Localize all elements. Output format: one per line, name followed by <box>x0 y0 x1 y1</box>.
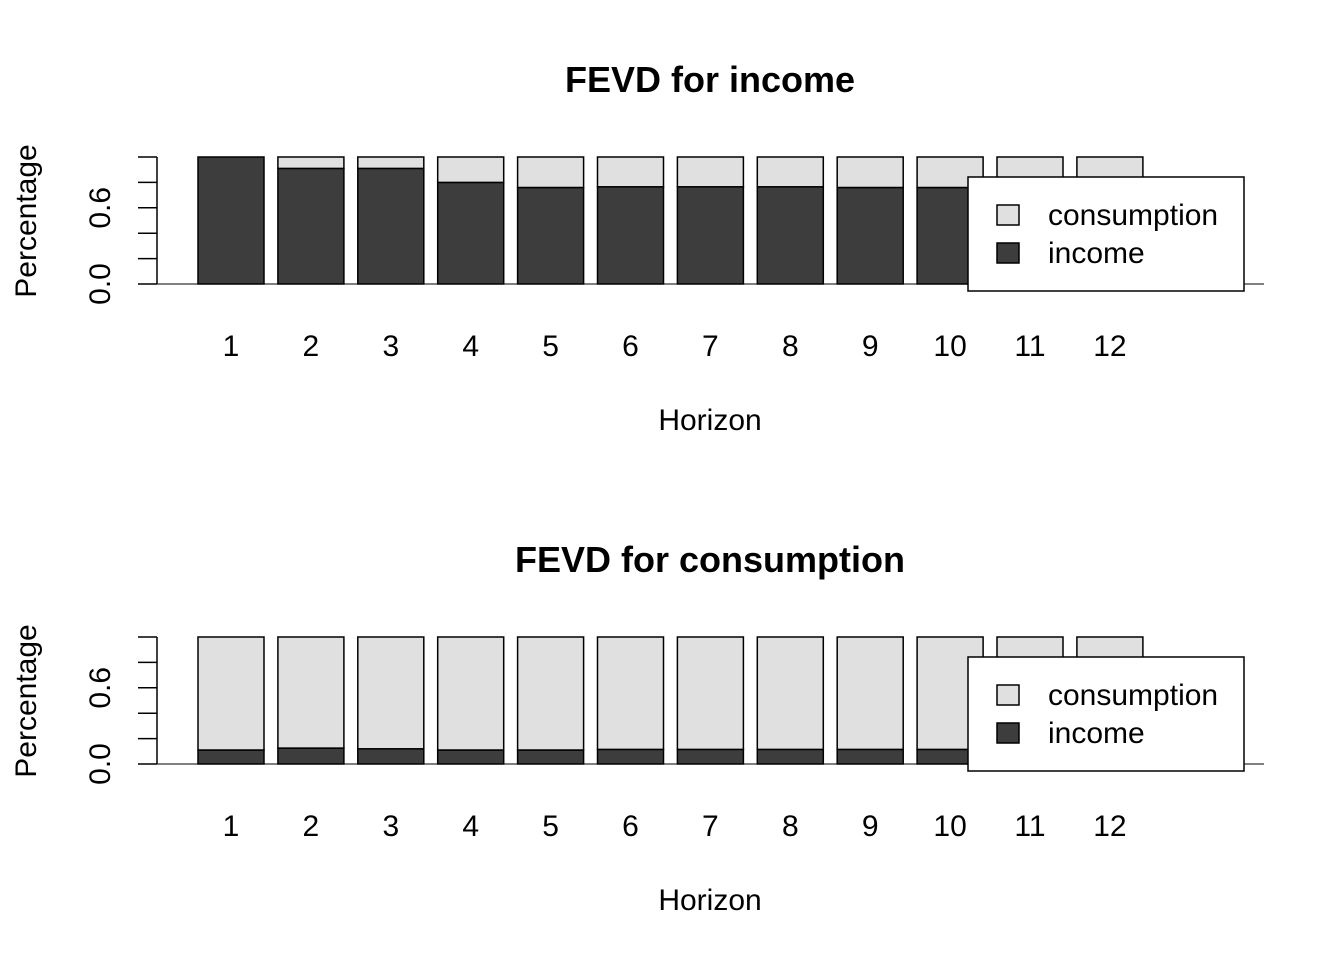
bar-consumption-5 <box>516 156 585 189</box>
x-tick-label: 9 <box>862 330 879 363</box>
bar-consumption-8 <box>756 636 825 751</box>
bar-consumption-3 <box>357 636 425 750</box>
x-tick-label: 6 <box>622 330 639 363</box>
x-tick-label: 1 <box>223 330 240 363</box>
x-tick-label: 3 <box>382 810 399 843</box>
bar-income-6 <box>596 748 665 765</box>
legend-label-income: income <box>1048 717 1145 750</box>
bar-income-9 <box>836 748 904 765</box>
x-tick-label: 4 <box>462 810 479 843</box>
bar-consumption-2 <box>277 156 345 170</box>
y-tick-label: 0.6 <box>84 667 117 709</box>
x-tick-label: 11 <box>1014 810 1045 843</box>
bar-consumption-4 <box>436 156 505 184</box>
bar-consumption-9 <box>836 636 904 751</box>
y-axis-consumption: 0.0 0.6 <box>84 636 158 785</box>
x-tick-label: 8 <box>782 330 799 363</box>
bar-income-8 <box>756 748 825 765</box>
bar-consumption-3 <box>357 156 425 170</box>
bar-income-3 <box>357 748 425 765</box>
bar-consumption-6 <box>596 636 665 751</box>
chart-title-consumption: FEVD for consumption <box>515 539 905 580</box>
bar-consumption-5 <box>516 636 585 751</box>
x-tick-label: 7 <box>702 810 719 843</box>
legend-box <box>967 656 1245 772</box>
y-axis-income: 0.0 0.6 <box>84 156 158 305</box>
x-tick-label: 11 <box>1014 330 1045 363</box>
bar-income-1 <box>197 749 265 765</box>
x-tick-label: 7 <box>702 330 719 363</box>
legend-income: consumption income <box>967 176 1245 292</box>
bar-consumption-1 <box>197 636 265 751</box>
x-tick-label: 6 <box>622 810 639 843</box>
bar-income-2 <box>277 747 345 765</box>
bar-consumption-9 <box>836 156 904 189</box>
bars-income <box>157 156 1264 285</box>
legend-swatch-income <box>996 242 1020 264</box>
legend-box <box>967 176 1245 292</box>
fevd-income-panel: FEVD for income Percentage Horizon 0.00.… <box>10 59 1264 437</box>
y-axis-label-income: Percentage <box>10 144 43 297</box>
x-tick-label: 5 <box>542 330 559 363</box>
bar-consumption-6 <box>596 156 665 188</box>
x-axis-label-consumption: Horizon <box>658 884 761 917</box>
x-tick-label: 4 <box>462 330 479 363</box>
y-tick-label: 0.0 <box>84 743 117 785</box>
y-tick-label: 0.6 <box>84 187 117 229</box>
x-tick-label: 2 <box>303 810 320 843</box>
bar-income-7 <box>676 186 745 285</box>
x-tick-label: 5 <box>542 810 559 843</box>
bar-consumption-7 <box>676 636 745 751</box>
legend-label-consumption: consumption <box>1048 199 1218 232</box>
x-ticks-consumption: 1 2 3 4 5 6 7 8 9 10 11 12 <box>223 810 1127 843</box>
legend-consumption: consumption income <box>967 656 1245 772</box>
x-tick-label: 1 <box>223 810 240 843</box>
bar-income-5 <box>516 749 585 765</box>
x-tick-label: 2 <box>303 330 320 363</box>
x-tick-label: 8 <box>782 810 799 843</box>
y-tick-label: 0.0 <box>84 263 117 305</box>
bar-income-4 <box>436 181 505 285</box>
bar-income-1 <box>197 156 265 285</box>
bar-consumption-2 <box>277 636 345 749</box>
bar-income-7 <box>676 748 745 765</box>
x-tick-label: 12 <box>1093 810 1126 843</box>
y-axis-label-consumption: Percentage <box>10 624 43 777</box>
fevd-consumption-panel: FEVD for consumption Percentage Horizon … <box>10 539 1264 917</box>
legend-swatch-consumption <box>996 204 1020 226</box>
x-tick-label: 9 <box>862 810 879 843</box>
legend-label-consumption: consumption <box>1048 679 1218 712</box>
chart-title-income: FEVD for income <box>565 59 855 100</box>
legend-swatch-income <box>996 722 1020 744</box>
bar-consumption-4 <box>436 636 505 751</box>
bar-income-5 <box>516 186 585 285</box>
x-tick-label: 12 <box>1093 330 1126 363</box>
bar-income-9 <box>836 186 904 285</box>
bar-consumption-7 <box>676 156 745 188</box>
x-tick-label: 10 <box>933 330 966 363</box>
bar-income-4 <box>436 749 505 765</box>
legend-swatch-consumption <box>996 684 1020 706</box>
x-axis-label-income: Horizon <box>658 404 761 437</box>
x-tick-label: 3 <box>382 330 399 363</box>
bar-income-6 <box>596 186 665 285</box>
bar-income-8 <box>756 186 825 285</box>
bar-income-2 <box>277 167 345 285</box>
bar-consumption-8 <box>756 156 825 188</box>
x-ticks-income: 1 2 3 4 5 6 7 8 9 10 11 12 <box>223 330 1127 363</box>
bar-income-3 <box>357 167 425 285</box>
x-tick-label: 10 <box>933 810 966 843</box>
legend-label-income: income <box>1048 237 1145 270</box>
